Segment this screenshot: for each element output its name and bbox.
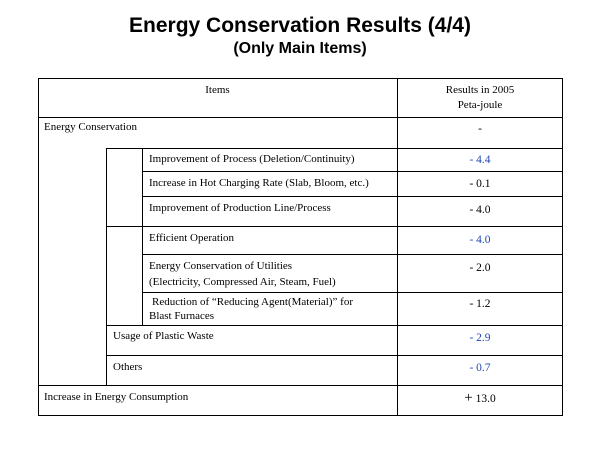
row-label-hot-charging-rate: Increase in Hot Charging Rate (Slab, Blo… (149, 177, 369, 189)
row-divider (142, 254, 562, 255)
increase-value: 13.0 (475, 393, 496, 405)
row-divider (106, 325, 562, 326)
row-value-plastic-waste: - 2.9 (469, 332, 491, 344)
header-results-line1: Results in 2005 (445, 84, 515, 96)
indent-line-level2 (142, 148, 143, 325)
row-value-utilities: - 2.0 (469, 262, 491, 274)
slide-subtitle: (Only Main Items) (233, 40, 367, 57)
slide-title: Energy Conservation Results (4/4) (129, 14, 471, 37)
row-label-reducing-agent-line2: Blast Furnaces (149, 310, 215, 322)
row-label-efficient-operation: Efficient Operation (149, 232, 235, 244)
row-value-energy-conservation: - (478, 123, 482, 135)
row-divider (142, 196, 562, 197)
row-label-utilities-line2: (Electricity, Compressed Air, Steam, Fue… (149, 276, 336, 288)
row-label-reducing-agent-line1: Reduction of “Reducing Agent(Material)” … (152, 296, 353, 308)
header-items: Items (205, 84, 230, 96)
row-divider (106, 148, 562, 149)
row-label-energy-conservation: Energy Conservation (44, 121, 137, 133)
header-results-line2: Peta-joule (457, 99, 503, 111)
row-divider (38, 385, 562, 386)
table-frame (38, 78, 563, 416)
row-divider (106, 355, 562, 356)
plus-sign: + (464, 390, 473, 406)
row-value-others: - 0.7 (469, 362, 491, 374)
row-value-production-line: - 4.0 (469, 204, 491, 216)
row-label-others: Others (113, 361, 143, 373)
row-label-increase-energy-consumption: Increase in Energy Consumption (44, 391, 189, 403)
column-divider (397, 78, 398, 415)
row-label-utilities-line1: Energy Conservation of Utilities (149, 260, 293, 272)
indent-line-level1 (106, 148, 107, 385)
row-value-reducing-agent: - 1.2 (469, 298, 491, 310)
row-value-improvement-of-process: - 4.4 (469, 154, 491, 166)
row-value-efficient-operation: - 4.0 (469, 234, 491, 246)
row-value-increase-energy-consumption: + 13.0 (398, 391, 562, 406)
row-label-production-line: Improvement of Production Line/Process (149, 202, 331, 214)
row-divider (106, 226, 562, 227)
row-label-plastic-waste: Usage of Plastic Waste (113, 330, 214, 342)
row-divider (142, 292, 562, 293)
header-divider (38, 117, 562, 118)
row-value-hot-charging-rate: - 0.1 (469, 178, 491, 190)
row-label-improvement-of-process: Improvement of Process (Deletion/Continu… (149, 153, 355, 165)
row-divider (142, 171, 562, 172)
results-table: Items Results in 2005 Peta-joule Energy … (38, 78, 563, 416)
